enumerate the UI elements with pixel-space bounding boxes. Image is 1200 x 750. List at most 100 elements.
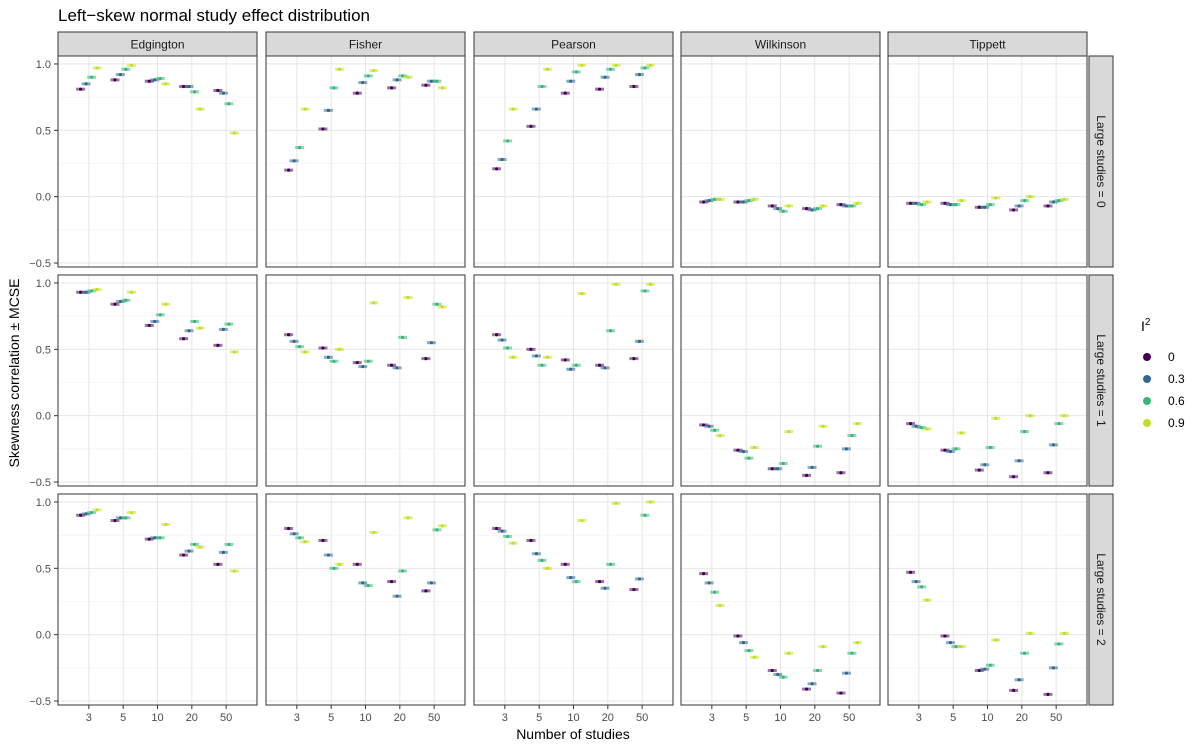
data-point bbox=[495, 167, 499, 171]
data-point bbox=[297, 536, 302, 540]
data-point bbox=[752, 197, 757, 201]
data-point bbox=[914, 424, 918, 428]
data-point bbox=[303, 540, 307, 544]
data-point bbox=[608, 329, 613, 333]
legend-key bbox=[1143, 419, 1151, 427]
data-point bbox=[545, 67, 550, 71]
data-point bbox=[158, 536, 162, 540]
data-point bbox=[597, 87, 602, 91]
data-point bbox=[632, 357, 636, 361]
data-point bbox=[429, 581, 434, 585]
data-point bbox=[994, 638, 998, 642]
data-point bbox=[332, 566, 336, 570]
data-point bbox=[810, 682, 814, 686]
data-point bbox=[118, 299, 123, 304]
data-point bbox=[943, 201, 947, 205]
data-point bbox=[776, 207, 780, 211]
data-point bbox=[821, 424, 825, 428]
data-point bbox=[187, 329, 191, 333]
data-point bbox=[337, 562, 342, 566]
data-point bbox=[563, 358, 567, 362]
data-point bbox=[1011, 208, 1016, 212]
data-point bbox=[943, 448, 947, 452]
data-point bbox=[914, 579, 918, 584]
data-point bbox=[406, 516, 410, 520]
data-point bbox=[787, 651, 791, 655]
facet-strip-label: Edgington bbox=[130, 38, 184, 52]
data-point bbox=[643, 66, 647, 70]
facet-panel bbox=[887, 493, 1088, 706]
data-point bbox=[954, 645, 958, 649]
data-point bbox=[332, 86, 336, 90]
data-point bbox=[287, 168, 291, 172]
data-point bbox=[850, 433, 854, 438]
facet-panel bbox=[680, 274, 881, 487]
data-point bbox=[977, 468, 981, 472]
data-point bbox=[712, 197, 717, 201]
data-point bbox=[603, 366, 607, 370]
data-point bbox=[712, 428, 717, 432]
data-point bbox=[959, 431, 964, 435]
x-tick-label: 5 bbox=[950, 712, 956, 724]
data-point bbox=[1046, 204, 1050, 208]
facet-panel bbox=[887, 274, 1088, 487]
panel-border bbox=[887, 55, 1088, 268]
data-point bbox=[89, 75, 94, 79]
data-point bbox=[355, 562, 359, 566]
data-point bbox=[574, 579, 578, 584]
data-point bbox=[632, 84, 636, 89]
data-point bbox=[95, 287, 99, 292]
data-point bbox=[844, 204, 849, 208]
x-tick-label: 3 bbox=[916, 712, 922, 724]
data-point bbox=[84, 290, 88, 294]
data-point bbox=[948, 641, 953, 645]
data-point bbox=[948, 203, 953, 207]
data-point bbox=[770, 204, 774, 208]
data-point bbox=[752, 655, 757, 659]
data-point bbox=[707, 581, 711, 585]
data-point bbox=[540, 558, 544, 562]
facet-strip-label: Fisher bbox=[349, 38, 382, 52]
data-point bbox=[89, 510, 94, 515]
y-tick-label: −0.5 bbox=[29, 696, 51, 708]
data-point bbox=[540, 363, 544, 367]
data-point bbox=[597, 579, 602, 584]
x-tick-label: 10 bbox=[359, 712, 371, 724]
x-tick-label: 5 bbox=[120, 712, 126, 724]
data-point bbox=[919, 203, 924, 207]
legend-label: 0.3 bbox=[1168, 372, 1185, 386]
x-tick-label: 50 bbox=[843, 712, 855, 724]
x-tick-label: 20 bbox=[186, 712, 198, 724]
data-point bbox=[776, 672, 780, 677]
data-point bbox=[1057, 642, 1061, 646]
data-point bbox=[321, 538, 325, 543]
data-point bbox=[435, 302, 439, 306]
data-point bbox=[495, 526, 499, 531]
data-point bbox=[850, 651, 854, 655]
data-point bbox=[372, 530, 376, 535]
y-tick-label: 0.5 bbox=[36, 125, 51, 137]
data-point bbox=[770, 668, 774, 673]
data-point bbox=[500, 529, 504, 533]
data-point bbox=[1051, 666, 1056, 670]
data-point bbox=[164, 302, 168, 306]
data-point bbox=[1057, 199, 1061, 203]
data-point bbox=[1011, 475, 1016, 479]
facet-strip-row bbox=[1088, 55, 1114, 268]
data-point bbox=[187, 549, 191, 553]
data-point bbox=[914, 201, 918, 205]
data-point bbox=[718, 603, 722, 608]
data-point bbox=[395, 78, 399, 82]
data-point bbox=[909, 422, 913, 426]
data-point bbox=[500, 157, 504, 162]
data-point bbox=[129, 63, 134, 67]
facet-panel bbox=[473, 493, 674, 706]
data-point bbox=[1022, 651, 1027, 655]
legend-key bbox=[1143, 353, 1151, 361]
data-point bbox=[855, 641, 859, 645]
data-point bbox=[747, 456, 751, 460]
panel-border bbox=[265, 55, 466, 268]
data-point bbox=[919, 426, 924, 430]
data-point bbox=[164, 522, 168, 527]
